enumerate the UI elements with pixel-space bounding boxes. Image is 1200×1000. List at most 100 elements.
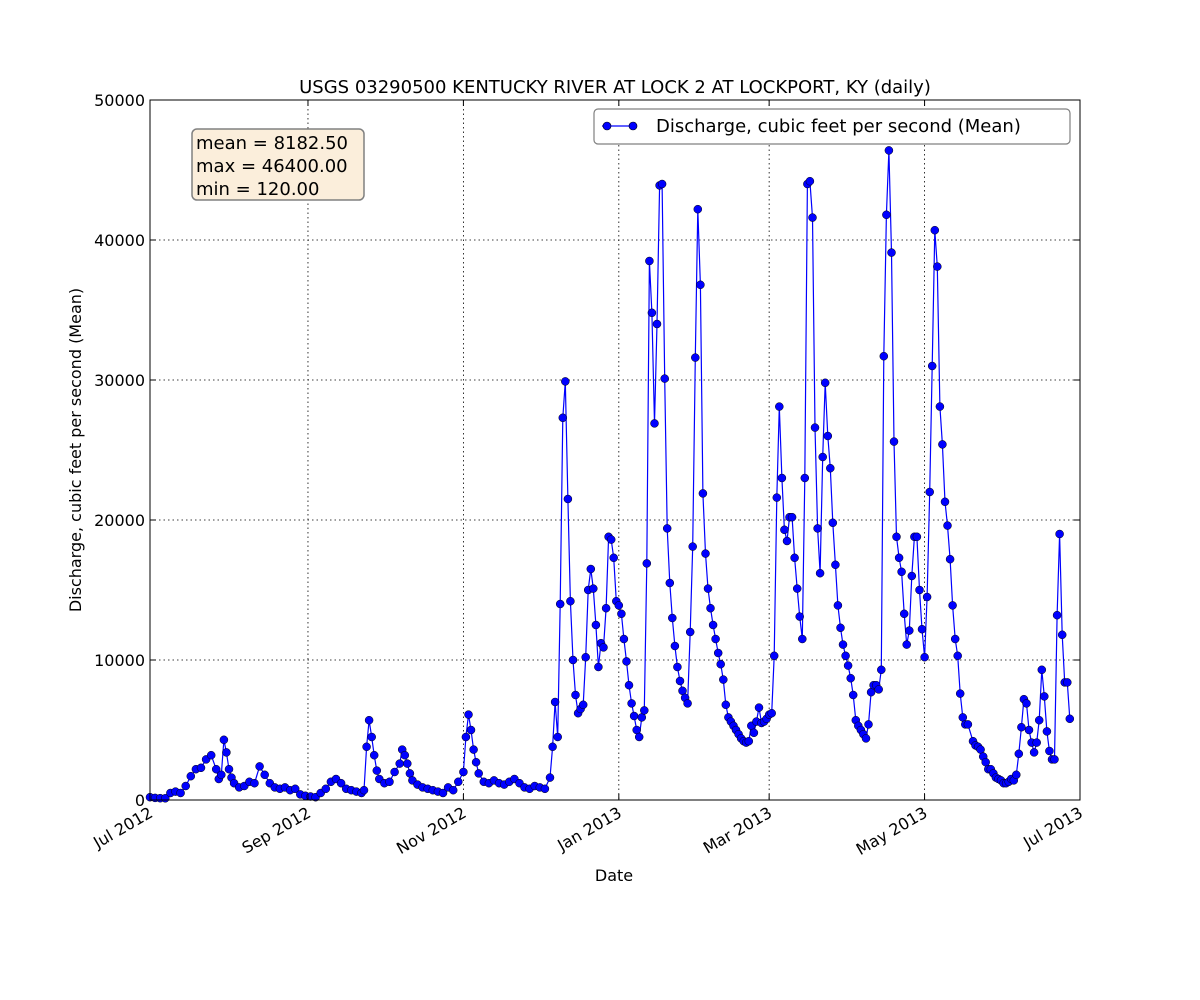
data-point [461, 732, 471, 742]
data-point [250, 778, 259, 788]
data-point [290, 784, 300, 794]
data-point [716, 659, 725, 669]
data-point [211, 764, 221, 774]
data-point [805, 176, 815, 186]
data-point [828, 518, 838, 528]
data-point [884, 146, 894, 155]
data-point [1017, 722, 1026, 732]
data-point [619, 634, 629, 644]
data-point [614, 601, 624, 610]
data-point [217, 770, 226, 780]
data-point [818, 452, 827, 462]
data-point [670, 641, 680, 651]
data-point [823, 431, 833, 441]
data-point [555, 599, 565, 609]
data-point [848, 690, 858, 700]
data-point [448, 785, 458, 795]
data-point [810, 423, 820, 432]
data-point [843, 661, 853, 670]
data-point [787, 512, 797, 522]
data-point [668, 613, 677, 623]
y-tick-label: 30000 [94, 371, 145, 390]
data-point [902, 640, 911, 649]
data-point [701, 549, 710, 558]
data-point [647, 308, 657, 318]
data-point [591, 620, 601, 630]
data-point [897, 567, 906, 577]
data-point [1050, 755, 1059, 764]
data-point [719, 675, 728, 684]
data-point [1052, 610, 1062, 620]
data-point [907, 571, 917, 581]
data-point [599, 643, 608, 652]
data-point [1063, 678, 1072, 687]
data-point [754, 703, 764, 712]
stats-box: mean = 8182.50 max = 46400.00 min = 120.… [191, 128, 365, 201]
data-point [943, 521, 952, 530]
data-point [767, 708, 776, 718]
y-tick-label: 0 [135, 791, 145, 810]
data-point [685, 627, 695, 637]
data-point [953, 651, 962, 661]
legend-box [593, 108, 1071, 145]
data-point [469, 745, 478, 754]
data-point [629, 711, 639, 721]
data-point [609, 553, 618, 563]
data-point [938, 440, 947, 449]
data-point [711, 634, 720, 644]
data-point [589, 584, 598, 593]
data-point [795, 612, 804, 621]
stats-min: min = 120.00 [196, 179, 319, 200]
data-point [698, 489, 708, 498]
data-point [624, 680, 634, 690]
data-point [581, 652, 590, 662]
data-point [892, 532, 901, 542]
data-point [181, 781, 190, 791]
data-point [706, 603, 715, 613]
data-point [1065, 714, 1075, 724]
data-point [372, 766, 382, 775]
data-point [772, 493, 782, 502]
data-point [691, 353, 700, 362]
data-point [826, 463, 835, 473]
data-point [466, 725, 476, 735]
data-point [548, 742, 557, 752]
data-point [260, 770, 269, 780]
data-point [1024, 725, 1034, 735]
data-point [1040, 692, 1049, 701]
data-point [708, 620, 718, 630]
data-point [474, 769, 483, 778]
data-point [558, 413, 568, 423]
data-point [1045, 746, 1054, 756]
data-point [769, 651, 779, 661]
data-point [369, 750, 379, 760]
data-point [336, 778, 346, 788]
data-point [790, 553, 799, 563]
data-point [390, 767, 399, 777]
data-point [874, 685, 883, 694]
y-tick-label: 10000 [94, 651, 145, 670]
data-point [1014, 749, 1024, 759]
data-point [645, 256, 654, 266]
data-point [813, 524, 822, 533]
data-point [782, 536, 792, 546]
data-point [940, 497, 950, 507]
data-point [403, 759, 412, 768]
data-point [833, 601, 843, 610]
data-point [836, 623, 845, 633]
data-point [385, 777, 394, 787]
data-point [744, 736, 754, 746]
data-point [905, 626, 914, 635]
y-tick-label: 40000 [94, 231, 145, 250]
data-point [780, 525, 789, 535]
data-point [550, 697, 560, 707]
data-point [321, 784, 331, 794]
data-point [1037, 665, 1047, 675]
data-point [660, 374, 669, 383]
data-point [395, 759, 404, 768]
data-point [693, 204, 703, 214]
data-point [642, 559, 652, 568]
data-point [808, 213, 817, 222]
data-point [196, 763, 206, 773]
